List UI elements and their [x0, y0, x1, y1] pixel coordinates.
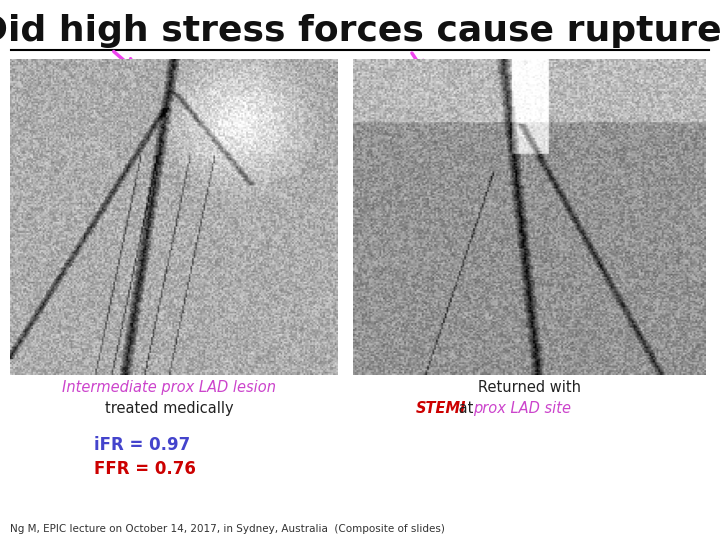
Text: prox LAD site: prox LAD site: [473, 401, 571, 416]
Text: Returned with: Returned with: [477, 380, 581, 395]
Text: iFR = 0.97: iFR = 0.97: [94, 436, 190, 454]
Text: Did high stress forces cause rupture?: Did high stress forces cause rupture?: [0, 14, 720, 48]
Text: FFR = 0.76: FFR = 0.76: [94, 460, 195, 478]
Text: Ng M, EPIC lecture on October 14, 2017, in Sydney, Australia  (Composite of slid: Ng M, EPIC lecture on October 14, 2017, …: [10, 523, 445, 534]
Text: treated medically: treated medically: [105, 401, 233, 416]
Text: STEMI: STEMI: [416, 401, 467, 416]
Text: Intermediate prox LAD lesion: Intermediate prox LAD lesion: [62, 380, 276, 395]
Text: at: at: [454, 401, 477, 416]
